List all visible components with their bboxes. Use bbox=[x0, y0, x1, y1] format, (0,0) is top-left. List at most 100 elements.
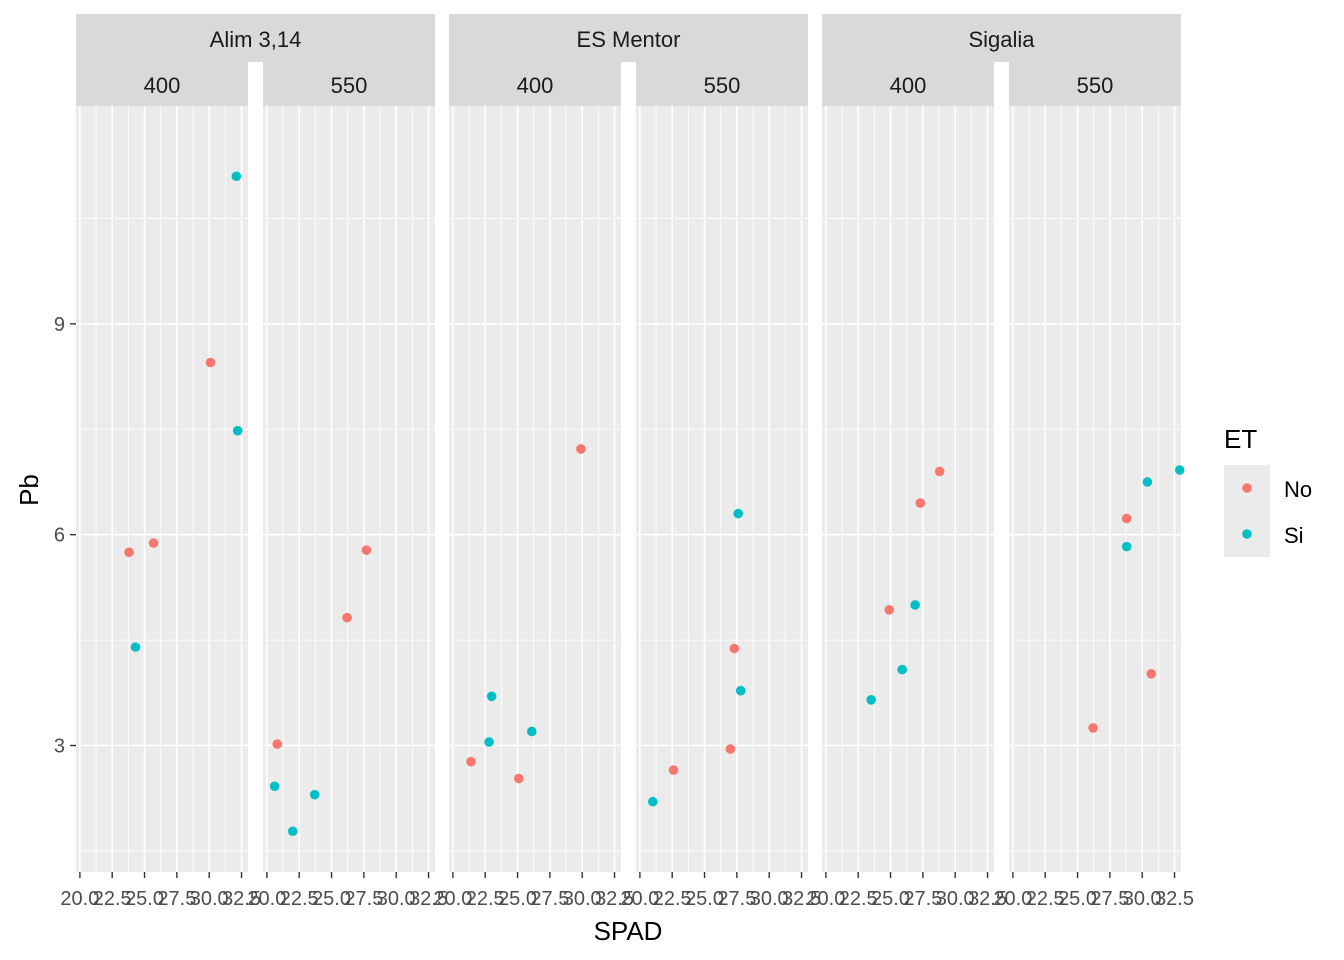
x-tick-label: 25.0 bbox=[685, 888, 724, 910]
facet-strip-sub bbox=[1009, 62, 1181, 106]
point-si bbox=[484, 737, 494, 747]
facet-strip-group bbox=[76, 14, 435, 62]
point-no bbox=[466, 756, 476, 767]
point-si bbox=[866, 695, 876, 705]
facet-strip-sub bbox=[636, 62, 808, 106]
facet-strip-sub-label: 550 bbox=[1077, 73, 1114, 98]
point-si bbox=[309, 789, 320, 800]
point-si bbox=[1142, 477, 1153, 487]
facet-strip-sub-label: 550 bbox=[331, 73, 368, 98]
point-si bbox=[287, 826, 298, 837]
facet-strip-sub bbox=[263, 62, 435, 106]
facet-strip-sub bbox=[822, 62, 994, 106]
point-no bbox=[514, 773, 524, 784]
y-tick-label: 3 bbox=[54, 736, 65, 758]
x-tick-label: 22.5 bbox=[653, 888, 692, 910]
point-si bbox=[526, 726, 537, 737]
facet-strip-group-label: Alim 3,14 bbox=[210, 27, 302, 52]
point-no bbox=[884, 605, 895, 615]
x-tick-label: 32.5 bbox=[409, 888, 448, 910]
x-tick-label: 22.5 bbox=[839, 888, 878, 910]
x-tick-label: 20.0 bbox=[993, 888, 1032, 910]
point-no bbox=[915, 498, 926, 508]
facet-panel bbox=[76, 106, 248, 872]
y-axis: 3 6 9 bbox=[54, 314, 76, 758]
point-si bbox=[232, 425, 243, 436]
legend-label-no: No bbox=[1284, 477, 1312, 502]
x-tick-label: 22.5 bbox=[1026, 888, 1065, 910]
x-tick-label: 25.0 bbox=[498, 888, 537, 910]
point-si bbox=[733, 508, 743, 519]
facet-panel bbox=[263, 106, 435, 872]
point-si bbox=[910, 600, 920, 610]
x-tick-label: 20.0 bbox=[60, 888, 99, 910]
facet-strip-group-label: ES Mentor bbox=[577, 27, 681, 52]
x-tick-label: 20.0 bbox=[806, 888, 845, 910]
x-tick-label: 20.0 bbox=[433, 888, 472, 910]
x-tick-label: 27.5 bbox=[903, 888, 942, 910]
x-tick-label: 32.5 bbox=[595, 888, 634, 910]
x-tick-label: 22.5 bbox=[93, 888, 132, 910]
point-no bbox=[725, 744, 736, 754]
point-no bbox=[934, 466, 945, 477]
point-si bbox=[130, 642, 141, 652]
legend-key-si bbox=[1242, 529, 1252, 539]
x-tick-label: 25.0 bbox=[1058, 888, 1097, 910]
point-si bbox=[269, 781, 280, 792]
facet-strip-sub-label: 400 bbox=[890, 73, 927, 98]
point-no bbox=[205, 357, 216, 368]
x-tick-label: 27.5 bbox=[1090, 888, 1129, 910]
x-tick-label: 30.0 bbox=[936, 888, 975, 910]
point-si bbox=[486, 691, 497, 702]
panel-background bbox=[636, 106, 808, 872]
legend-title: ET bbox=[1224, 424, 1257, 454]
y-tick-label: 6 bbox=[54, 525, 65, 547]
panel-background bbox=[1009, 106, 1181, 872]
x-axis-title: SPAD bbox=[594, 916, 663, 946]
x-tick-label: 30.0 bbox=[377, 888, 416, 910]
point-si bbox=[897, 664, 907, 675]
panel-background bbox=[822, 106, 994, 872]
point-no bbox=[342, 612, 352, 623]
point-no bbox=[272, 739, 283, 749]
panels-layer bbox=[76, 106, 1185, 872]
facet-strip-group bbox=[822, 14, 1181, 62]
x-tick-label: 25.0 bbox=[871, 888, 910, 910]
facet-panel bbox=[636, 106, 808, 872]
legend: ET No Si bbox=[1224, 424, 1312, 557]
x-tick-label: 20.0 bbox=[247, 888, 286, 910]
x-tick-label: 25.0 bbox=[312, 888, 351, 910]
point-si bbox=[1174, 465, 1185, 475]
x-tick-label: 27.5 bbox=[717, 888, 756, 910]
y-tick-label: 9 bbox=[54, 314, 65, 336]
facet-strip-sub-label: 550 bbox=[704, 73, 741, 98]
x-tick-label: 22.5 bbox=[466, 888, 505, 910]
x-axis: 20.022.525.027.530.032.520.022.525.027.5… bbox=[60, 872, 1194, 910]
facet-panel bbox=[822, 106, 994, 872]
facet-strip-sub bbox=[449, 62, 621, 106]
x-tick-label: 27.5 bbox=[530, 888, 569, 910]
x-tick-label: 30.0 bbox=[190, 888, 229, 910]
panel-background bbox=[76, 106, 248, 872]
legend-key-background bbox=[1224, 465, 1270, 557]
facet-strip-sub-label: 400 bbox=[517, 73, 554, 98]
x-tick-label: 32.5 bbox=[782, 888, 821, 910]
facet-panel bbox=[1009, 106, 1185, 872]
x-tick-label: 27.5 bbox=[157, 888, 196, 910]
panel-background bbox=[263, 106, 435, 872]
x-tick-label: 32.5 bbox=[1155, 888, 1194, 910]
point-no bbox=[729, 643, 740, 654]
strips-layer: Alim 3,14 400 550 ES Mentor 400 550 Sigalia 400… bbox=[76, 14, 1181, 106]
point-si bbox=[735, 685, 746, 696]
x-tick-label: 30.0 bbox=[563, 888, 602, 910]
facet-strip-sub-label: 400 bbox=[144, 73, 181, 98]
x-tick-label: 30.0 bbox=[750, 888, 789, 910]
point-si bbox=[231, 171, 242, 182]
point-si bbox=[1121, 541, 1132, 552]
facet-strip-group-label: Sigalia bbox=[968, 27, 1035, 52]
x-tick-label: 25.0 bbox=[125, 888, 164, 910]
y-axis-title: Pb bbox=[14, 474, 44, 506]
point-no bbox=[148, 538, 159, 548]
point-no bbox=[1088, 723, 1098, 733]
